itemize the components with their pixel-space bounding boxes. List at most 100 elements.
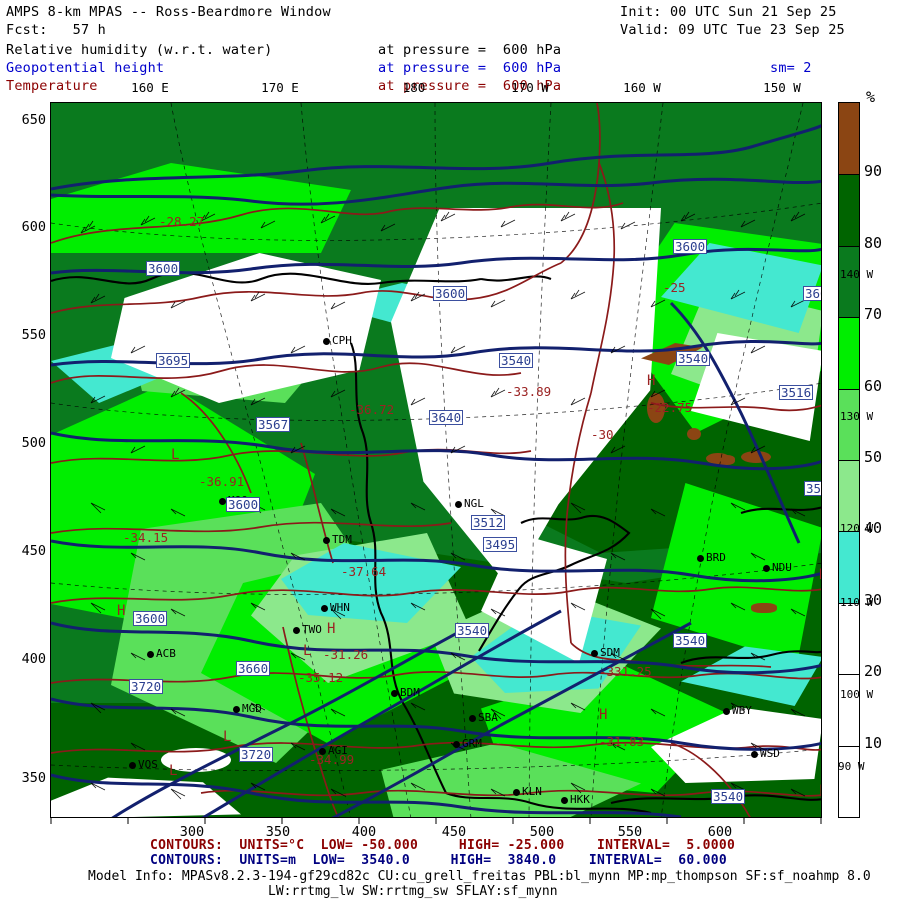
height-contour-label: 3640 (429, 410, 464, 425)
height-contour-label: 3540 (804, 481, 821, 496)
colorbar-tick-30: 30 (864, 590, 883, 609)
contour-legend-height: CONTOURS: UNITS=m LOW= 3540.0 HIGH= 3840… (150, 853, 727, 868)
station-marker (561, 797, 568, 804)
station-label-agi: AGI (328, 744, 348, 757)
colorbar-tick-10: 10 (864, 733, 883, 752)
temperature-contour-label: -34.15 (123, 530, 169, 545)
colorbar-band-70-80 (839, 245, 859, 318)
temperature-contour-label: -37.64 (341, 564, 387, 579)
colorbar-band--90 (839, 103, 859, 175)
colorbar-tick-20: 20 (864, 662, 883, 681)
y-tick-500: 500 (21, 435, 46, 451)
temperature-contour-label: -34.99 (309, 752, 355, 767)
station-marker (321, 605, 328, 612)
low-marker: L (819, 784, 821, 798)
colorbar-tick-80: 80 (864, 233, 883, 252)
lon-label-180: 180 (402, 80, 426, 95)
station-marker (219, 498, 226, 505)
station-label-bdm: BDM (400, 686, 420, 699)
lat-label-100w: 100 W (840, 688, 874, 701)
station-label-wby: WBY (732, 704, 752, 717)
y-tick-450: 450 (21, 543, 46, 559)
station-label-brd: BRD (706, 551, 726, 564)
station-label-hkk: HKK (570, 793, 590, 806)
station-marker (723, 708, 730, 715)
lon-label-150w: 150 W (763, 80, 801, 95)
y-tick-350: 350 (21, 770, 46, 786)
colorbar-divider (839, 388, 859, 390)
model-info-line-1: Model Info: MPASv8.2.3-194-gf29cd82c CU:… (88, 869, 871, 884)
lat-label-90w: 90 W (838, 760, 865, 773)
height-contour-label: 3600 (226, 497, 261, 512)
height-contour-label: 3600 (803, 286, 821, 301)
colorbar-tick-90: 90 (864, 162, 883, 181)
high-marker: H (647, 373, 656, 389)
station-label-grm: GRM (462, 737, 482, 750)
model-info-line-2: LW:rrtmg_lw SW:rrtmg_sw SFLAY:sf_mynn (268, 884, 558, 899)
graticule-layer (51, 103, 821, 817)
height-contour-label: 3720 (129, 679, 164, 694)
x-tick-400: 400 (351, 824, 377, 840)
relative-humidity-colorbar[interactable] (838, 102, 860, 818)
high-marker: H (327, 621, 336, 637)
height-contour-label: 3660 (236, 661, 271, 676)
y-tick-650: 650 (21, 112, 46, 128)
lat-label-120w: 120 W (840, 522, 874, 535)
smoothing-label: sm= 2 (770, 60, 812, 76)
temperature-contour-label: -31.83 (599, 734, 645, 749)
colorbar-divider (839, 745, 859, 747)
lon-label-170e: 170 E (261, 80, 299, 95)
colorbar-divider (839, 460, 859, 461)
colorbar-divider (839, 531, 859, 533)
height-contour-label: 3540 (676, 351, 711, 366)
temperature-contour-label: -24.1 (819, 595, 821, 608)
colorbar-band-10-20 (839, 674, 859, 746)
lon-label-170w: 170 W (511, 80, 549, 95)
station-marker (293, 627, 300, 634)
colorbar-divider (839, 317, 859, 319)
low-marker: L (169, 763, 178, 779)
height-contour-label: 3600 (146, 261, 181, 276)
height-contour-label: 3540 (673, 633, 708, 648)
height-contour-label: 3660 (821, 215, 822, 230)
contour-legend-temperature: CONTOURS: UNITS=°C LOW= -50.000 HIGH= -2… (150, 838, 736, 853)
high-marker: H (599, 707, 608, 723)
x-tick-450: 450 (441, 824, 467, 840)
colorbar-band-60-70 (839, 317, 859, 389)
colorbar-band-40-50 (839, 460, 859, 532)
map-plot-area[interactable]: CPHNGLMOOTDMACBMGDVOSWHNTWOBDMSBAGRMSDMB… (50, 102, 822, 818)
colorbar-divider (839, 674, 859, 676)
low-marker: L (171, 447, 180, 463)
temperature-contour-label: -30 (591, 427, 614, 442)
temperature-contour-label: -37.03 (819, 809, 821, 817)
station-marker (147, 651, 154, 658)
forecast-hour: Fcst: 57 h (6, 22, 106, 38)
colorbar-band-50-60 (839, 388, 859, 460)
station-marker (513, 789, 520, 796)
lon-label-160w: 160 W (623, 80, 661, 95)
station-marker (233, 706, 240, 713)
height-contour-label: 3720 (239, 747, 274, 762)
x-tick-500: 500 (529, 824, 555, 840)
temperature-contour-label: -22.75 (647, 400, 693, 415)
station-label-ngl: NGL (464, 497, 484, 510)
station-marker (129, 762, 136, 769)
colorbar-band-80-90 (839, 174, 859, 246)
station-marker (697, 555, 704, 562)
temperature-contour-label: -25 (663, 280, 686, 295)
high-marker: H (117, 603, 126, 619)
high-marker: H (819, 568, 821, 582)
colorbar-divider (839, 245, 859, 247)
station-marker (391, 690, 398, 697)
station-marker (455, 501, 462, 508)
height-contour-label: 3600 (133, 611, 168, 626)
field-temperature: Temperature (6, 78, 98, 94)
height-contour-label: 3600 (673, 239, 708, 254)
temperature-contour-label: -35.12 (298, 670, 344, 685)
station-label-whn: WHN (330, 601, 350, 614)
colorbar-tick-50: 50 (864, 448, 883, 466)
station-label-kln: KLN (522, 785, 542, 798)
low-marker: L (303, 643, 312, 659)
low-marker: L (223, 729, 232, 745)
temperature-contour-label: -33.89 (506, 384, 552, 399)
